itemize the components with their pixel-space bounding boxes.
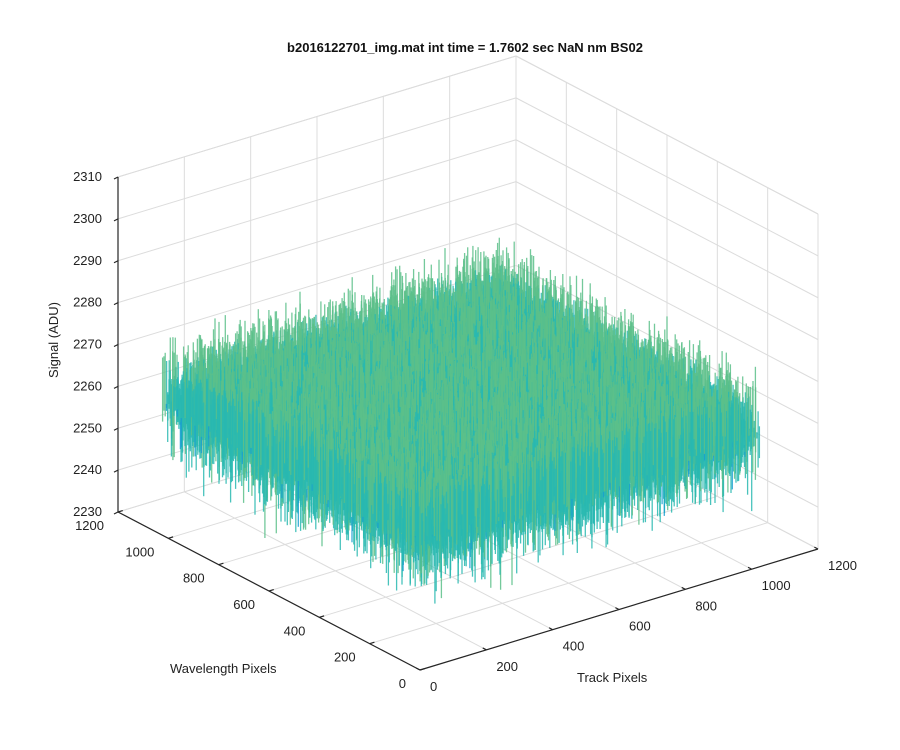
gridline-y-floor — [319, 495, 718, 618]
gridline-z-wall — [117, 55, 517, 178]
gridline-z-side — [515, 223, 819, 382]
gridline-z-side — [515, 97, 819, 257]
gridline-y-floor — [369, 522, 768, 645]
gridline-z-wall — [117, 139, 517, 262]
gridline-z-wall — [117, 181, 517, 304]
gridline-z-wall — [117, 97, 517, 220]
gridline-z-side — [515, 139, 819, 299]
gridline-z-side — [515, 55, 819, 215]
chart-title: b2016122701_img.mat int time = 1.7602 se… — [287, 40, 643, 55]
gridline-z-side — [515, 181, 819, 341]
gridline-z-wall — [117, 223, 517, 345]
surface-layer — [161, 237, 761, 604]
